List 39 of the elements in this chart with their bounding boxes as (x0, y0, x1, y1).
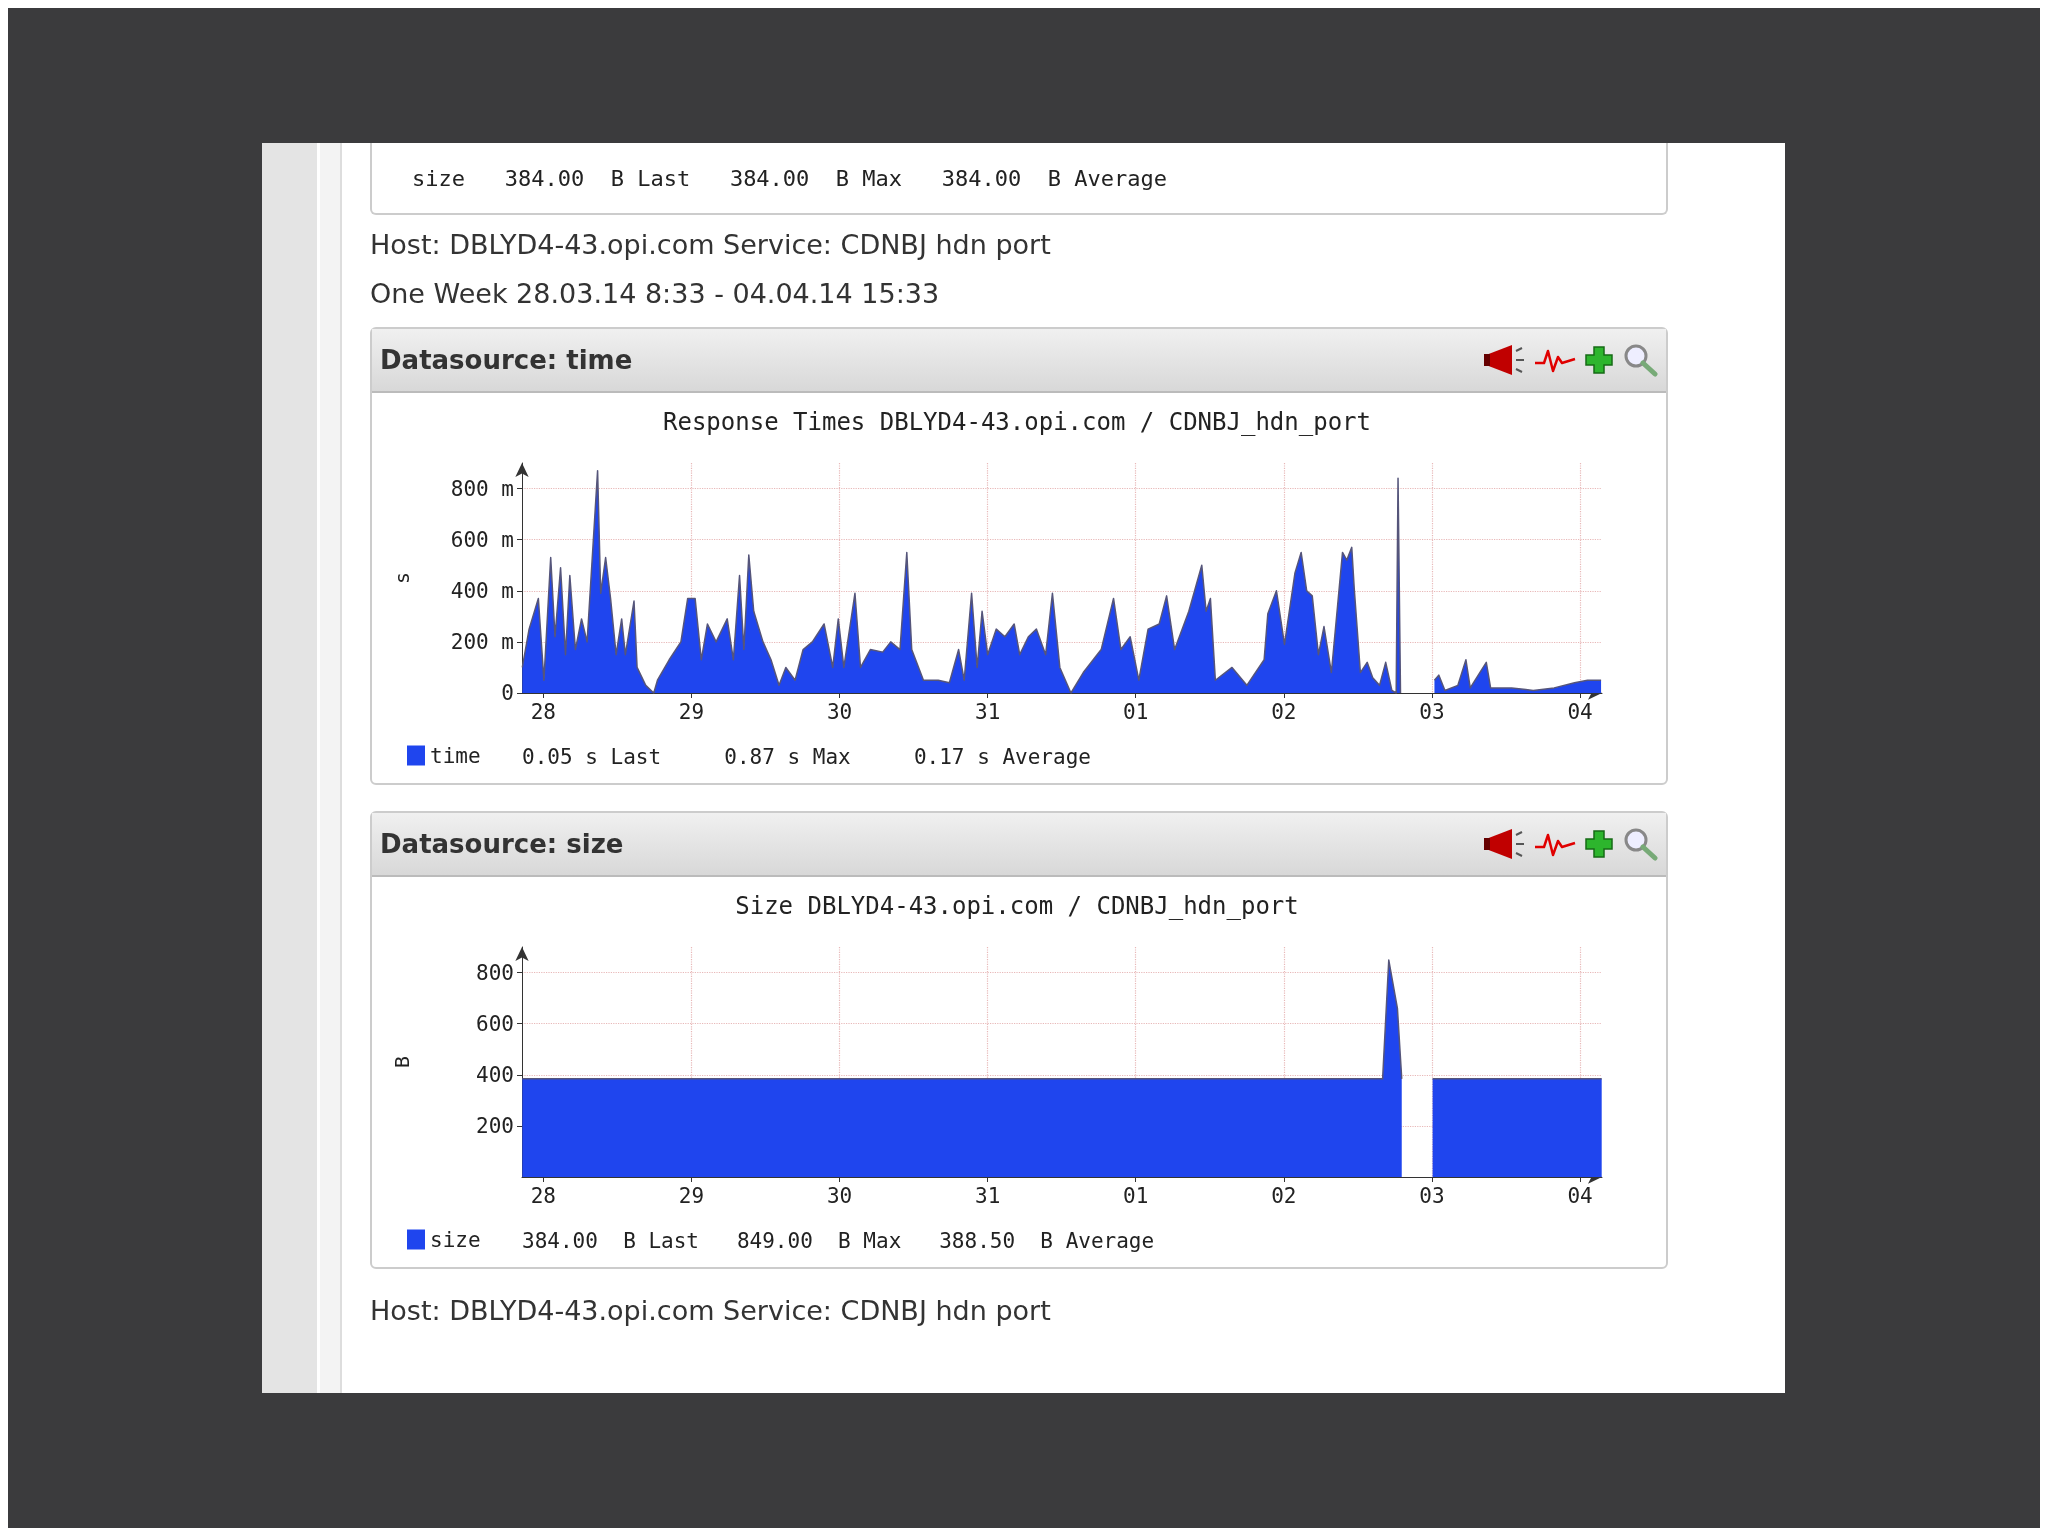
chart-title: Response Times DBLYD4-43.opi.com / CDNBJ_hdn_port (662, 408, 1372, 436)
x-tick-label: 30 (826, 699, 853, 724)
y-tick-label: 600 (476, 1011, 514, 1036)
x-tick-label: 01 (1123, 699, 1149, 724)
text: Host: DBLYD4-43.opi.com Service: CDNBJ hdn port (370, 1295, 1052, 1326)
x-tick-label: 28 (530, 699, 556, 724)
x-tick-label: 01 (1123, 1183, 1149, 1208)
chart-title: Size DBLYD4-43.opi.com / CDNBJ_hdn_port (735, 892, 1299, 920)
y-tick-label: 200 m (450, 629, 514, 654)
x-tick-label: 31 (974, 699, 1001, 724)
y-tick-label: 400 (476, 1062, 514, 1087)
y-tick-label: 400 m (450, 578, 514, 603)
text: 384.00 B Last 849.00 B Max 388.50 B Average (522, 1228, 1155, 1253)
text: Datasource: size (380, 829, 624, 859)
x-tick-label: 29 (678, 699, 705, 724)
x-tick-label: 03 (1419, 699, 1445, 724)
text: Datasource: time (380, 345, 633, 375)
x-tick-label: 03 (1419, 1183, 1445, 1208)
y-tick-label: 200 (476, 1113, 514, 1138)
y-axis-title: B (390, 1055, 414, 1069)
x-tick-label: 04 (1567, 1183, 1593, 1208)
y-axis-title: s (390, 571, 414, 585)
x-tick-label: 04 (1567, 699, 1593, 724)
x-tick-label: 30 (826, 1183, 853, 1208)
x-tick-label: 29 (678, 1183, 705, 1208)
y-tick-label: 800 (476, 960, 514, 985)
text: One Week 28.03.14 8:33 - 04.04.14 15:33 (370, 278, 941, 309)
legend-label: time (430, 743, 481, 768)
x-tick-label: 02 (1271, 1183, 1297, 1208)
x-tick-label: 28 (530, 1183, 556, 1208)
text: 0.05 s Last 0.87 s Max 0.17 s Average (522, 744, 1091, 769)
x-tick-label: 02 (1271, 699, 1297, 724)
legend-label: size (430, 1227, 481, 1252)
x-tick-label: 31 (974, 1183, 1001, 1208)
y-tick-label: 0 (501, 681, 514, 705)
text: Host: DBLYD4-43.opi.com Service: CDNBJ hdn port (370, 229, 1052, 260)
text: size 384.00 B Last 384.00 B Max 384.00 B Average (370, 143, 1668, 215)
y-tick-label: 600 m (450, 527, 514, 552)
y-tick-label: 800 m (450, 476, 514, 501)
